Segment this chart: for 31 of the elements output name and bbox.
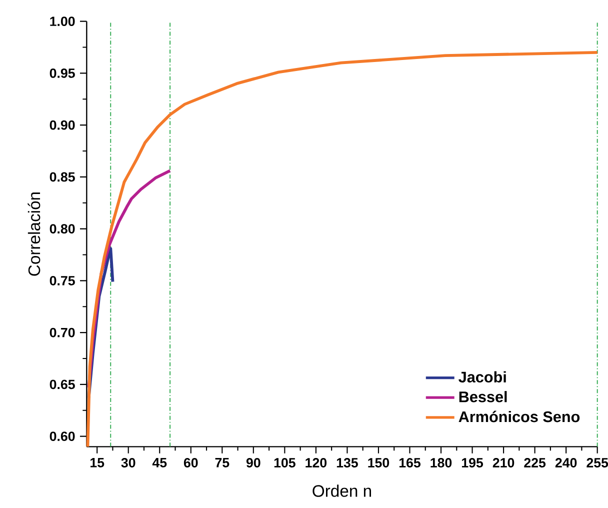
x-tick-label: 240 xyxy=(555,458,577,468)
legend-label: Jacobi xyxy=(458,371,506,383)
legend-label: Armónicos Seno xyxy=(458,410,580,422)
x-tick-label: 120 xyxy=(306,458,327,468)
x-tick-label: 225 xyxy=(524,458,546,468)
x-tick-label: 15 xyxy=(90,458,104,468)
x-tick-label: 75 xyxy=(215,458,230,468)
y-tick-label: 0.80 xyxy=(50,224,75,234)
x-tick-label: 30 xyxy=(121,458,136,468)
y-tick-label: 0.85 xyxy=(50,172,75,182)
y-tick-label: 0.65 xyxy=(50,380,75,390)
x-axis-title: Orden n xyxy=(312,484,371,497)
y-axis-title: Correlación xyxy=(28,192,40,276)
y-tick-label: 0.75 xyxy=(50,276,75,286)
x-tick-label: 60 xyxy=(184,458,198,468)
x-tick-label: 90 xyxy=(246,458,260,468)
legend-label: Bessel xyxy=(459,391,507,402)
x-tick-label: 150 xyxy=(368,458,390,468)
x-tick-label: 105 xyxy=(274,458,296,468)
x-tick-label: 135 xyxy=(336,458,358,468)
y-tick-label: 0.90 xyxy=(50,120,75,130)
y-tick-label: 1.00 xyxy=(50,16,75,26)
y-tick-label: 0.95 xyxy=(50,68,75,78)
y-tick-label: 0.70 xyxy=(50,328,75,338)
x-tick-label: 195 xyxy=(462,458,484,468)
x-tick-label: 255 xyxy=(586,458,608,468)
x-tick-label: 180 xyxy=(430,458,452,468)
y-tick-label: 0.60 xyxy=(50,432,75,442)
x-tick-label: 45 xyxy=(152,458,167,468)
x-tick-label: 165 xyxy=(399,458,420,468)
x-tick-label: 210 xyxy=(492,458,514,468)
